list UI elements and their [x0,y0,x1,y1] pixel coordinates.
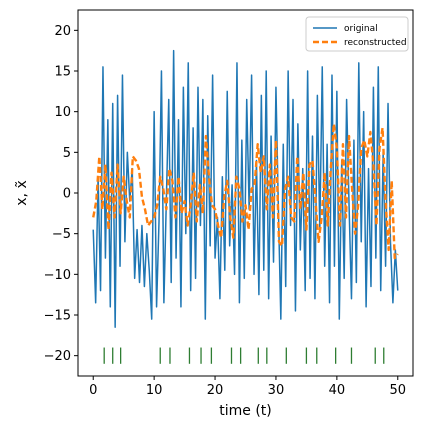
y-tick-label-4: 0 [63,187,71,202]
legend-label-original: original [344,24,378,34]
legend: original reconstructed [305,16,409,52]
y-tick-label-7: 15 [54,65,71,80]
y-axis-label: x, x̃ [14,180,30,205]
y-axis: −20 −15 −10 −5 0 5 10 15 20 [44,24,78,364]
plot-area [92,49,399,364]
x-tick-label-1: 10 [146,383,163,398]
x-tick-label-4: 40 [329,383,346,398]
y-tick-label-3: −5 [52,227,71,242]
y-tick-label-5: 5 [63,146,71,161]
x-tick-label-3: 30 [268,383,285,398]
x-tick-label-0: 0 [89,383,97,398]
series-layer [92,49,399,328]
x-tick-label-5: 50 [389,383,406,398]
x-tick-label-2: 20 [207,383,224,398]
y-tick-label-2: −10 [44,268,71,283]
series-line-reconstructed [92,122,399,260]
x-axis-label: time (t) [219,403,272,419]
y-tick-label-1: −15 [44,309,71,324]
series-line-original [92,49,399,328]
event-markers [103,347,385,364]
legend-label-reconstructed: reconstructed [344,38,407,48]
y-tick-label-6: 10 [54,105,71,120]
y-tick-label-0: −20 [44,349,71,364]
x-axis: 0 10 20 30 40 50 [89,376,406,398]
y-tick-label-8: 20 [54,24,71,39]
